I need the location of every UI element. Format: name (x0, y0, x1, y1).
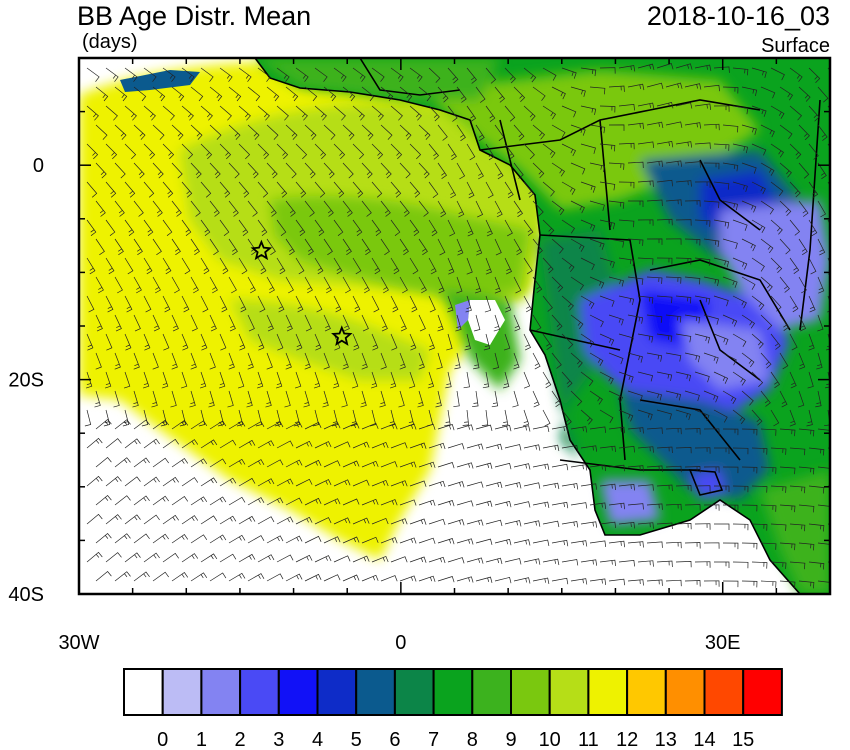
level-label: Surface (761, 35, 830, 57)
colorbar-box (355, 668, 396, 716)
colorbar-box (393, 668, 435, 716)
colorbar-label: 15 (732, 729, 754, 750)
colorbar-box (626, 668, 667, 716)
colorbar-box (703, 668, 745, 716)
colorbar-box (123, 668, 164, 716)
y-tick-label: 20S (8, 370, 44, 392)
colorbar-label: 3 (273, 729, 284, 750)
x-tick-label: 30E (705, 632, 741, 654)
x-tick-label: 0 (395, 632, 406, 654)
station-markers (250, 239, 353, 346)
colorbar-box (277, 668, 319, 716)
colorbar-box (587, 668, 629, 716)
colorbar-box (471, 668, 512, 716)
map-field (79, 58, 830, 594)
colorbar-label: 14 (693, 729, 715, 750)
colorbar-box (510, 668, 551, 716)
axis-ticks: 30W 0 30E 0 20S 40S (8, 57, 831, 654)
colorbar-label: 4 (312, 729, 323, 750)
colorbar: 0 1 2 3 4 5 6 7 8 9 10 11 12 13 14 15 (123, 668, 783, 750)
colorbar-box (742, 668, 783, 716)
colorbar-label: 10 (539, 729, 561, 750)
colorbar-box (239, 668, 280, 716)
colorbar-label: 1 (196, 729, 207, 750)
colorbar-box (200, 668, 242, 716)
colorbar-label: 5 (351, 729, 362, 750)
colorbar-box (432, 668, 474, 716)
colorbar-label: 11 (578, 729, 599, 750)
map-title: BB Age Distr. Mean (77, 1, 312, 31)
y-tick-label: 0 (33, 155, 44, 177)
colorbar-box (548, 668, 590, 716)
colorbar-label: 0 (157, 729, 168, 750)
colorbar-label: 7 (428, 729, 439, 750)
colorbar-label: 13 (655, 729, 677, 750)
star-marker (331, 325, 353, 346)
coastlines (254, 58, 821, 594)
colorbar-label: 2 (235, 729, 246, 750)
colorbar-box (664, 668, 706, 716)
colorbar-box (161, 668, 203, 716)
guinea-patches (120, 70, 505, 345)
colorbar-box (316, 668, 358, 716)
units-label: (days) (82, 31, 138, 53)
colorbar-label: 6 (389, 729, 400, 750)
wind-barbs (84, 63, 830, 589)
colorbar-label: 9 (505, 729, 516, 750)
star-marker (250, 239, 273, 261)
y-tick-label: 40S (8, 584, 44, 606)
colorbar-label: 8 (467, 729, 478, 750)
x-tick-label: 30W (58, 632, 99, 654)
colorbar-label: 12 (616, 729, 638, 750)
datetime-label: 2018-10-16_03 (646, 1, 830, 31)
